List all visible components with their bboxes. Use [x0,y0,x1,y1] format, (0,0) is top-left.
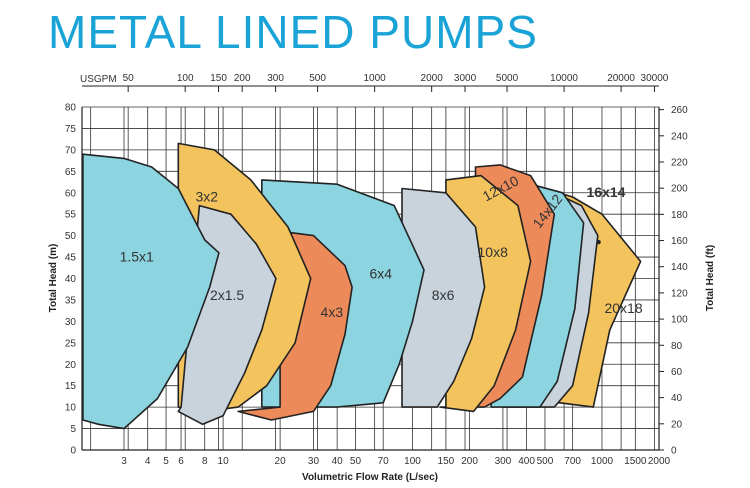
pump-curve-8x6 [401,187,486,408]
y-tick-label: 25 [65,338,77,349]
y-right-tick-label: 60 [671,367,683,378]
x-axis-label: Volumetric Flow Rate (L/sec) [302,472,438,483]
y-right-tick-label: 100 [671,315,688,326]
y-tick-label: 35 [65,295,77,306]
y-tick-label: 60 [65,188,77,199]
x-tick-label: 100 [404,456,421,467]
x-tick-label: 70 [378,456,390,467]
x-tick-label: 2000 [648,456,671,467]
curve-label-4x3: 4x3 [321,304,344,320]
x-tick-label: 150 [438,456,455,467]
x-tick-label: 8 [202,456,208,467]
x-tick-label: 200 [461,456,478,467]
x-tick-label: 1000 [591,456,614,467]
top-tick-label: 5000 [496,73,519,84]
curve-label-1.5x1: 1.5x1 [120,248,154,264]
curve-label-6x4: 6x4 [370,266,393,282]
curve-label-16x14: 16x14 [587,184,626,200]
x-tick-label: 4 [145,456,151,467]
y-right-tick-label: 140 [671,262,688,273]
y-right-tick-label: 20 [671,419,683,430]
y-tick-label: 65 [65,167,77,178]
y-right-tick-label: 0 [671,446,677,457]
x-tick-label: 10 [218,456,230,467]
y-right-tick-label: 160 [671,236,688,247]
y-tick-label: 75 [65,124,77,135]
x-tick-label: 50 [350,456,362,467]
x-tick-label: 300 [495,456,512,467]
top-tick-label: 20000 [607,73,635,84]
curve-label-2x1.5: 2x1.5 [210,287,244,303]
pump-curve-1.5x1 [82,153,220,430]
curve-label-pointer [596,239,601,245]
top-tick-label: 10000 [550,73,578,84]
top-axis-label: USGPM [80,74,117,85]
top-tick-label: 2000 [421,73,444,84]
pump-curves [82,142,642,430]
top-tick-label: 100 [177,73,194,84]
y-tick-label: 40 [65,274,77,285]
top-tick-label: 3000 [454,73,477,84]
y-tick-label: 55 [65,210,77,221]
curve-label-8x6: 8x6 [432,287,455,303]
y-axis-label: Total Head (m) [48,244,59,313]
y-tick-label: 45 [65,253,77,264]
x-tick-label: 20 [275,456,287,467]
y-right-tick-label: 120 [671,288,688,299]
curve-label-10x8: 10x8 [478,244,509,260]
top-tick-label: 50 [123,73,135,84]
y-tick-label: 10 [65,403,77,414]
x-tick-label: 6 [178,456,184,467]
curve-label-3x2: 3x2 [195,188,218,204]
top-tick-label: 200 [234,73,251,84]
y-tick-label: 50 [65,231,77,242]
y-right-tick-label: 180 [671,210,688,221]
curve-label-20x18: 20x18 [604,300,642,316]
y-tick-label: 0 [70,446,76,457]
y-tick-label: 30 [65,317,77,328]
tick-labels: 0510152025303540455055606570758002040608… [65,73,688,467]
top-tick-label: 300 [267,73,284,84]
chart-title: METAL LINED PUMPS [48,6,538,58]
y-tick-label: 5 [70,424,76,435]
top-tick-label: 500 [309,73,326,84]
y-tick-label: 15 [65,381,77,392]
x-tick-label: 30 [308,456,320,467]
x-tick-label: 700 [564,456,581,467]
y-right-axis-label: Total Head (ft) [705,245,716,311]
y-right-tick-label: 40 [671,393,683,404]
x-tick-label: 5 [163,456,169,467]
y-tick-label: 20 [65,360,77,371]
y-right-tick-label: 240 [671,131,688,142]
x-tick-label: 3 [121,456,127,467]
x-tick-label: 400 [518,456,535,467]
x-tick-label: 500 [537,456,554,467]
axes [81,85,660,451]
y-right-tick-label: 220 [671,157,688,168]
y-tick-label: 80 [65,103,77,114]
y-right-tick-label: 80 [671,341,683,352]
y-tick-label: 70 [65,145,77,156]
top-tick-label: 30000 [641,73,669,84]
top-tick-label: 1000 [364,73,387,84]
y-right-tick-label: 260 [671,105,688,116]
x-tick-label: 1500 [624,456,647,467]
x-tick-label: 40 [332,456,344,467]
y-right-tick-label: 200 [671,184,688,195]
top-tick-label: 150 [210,73,227,84]
